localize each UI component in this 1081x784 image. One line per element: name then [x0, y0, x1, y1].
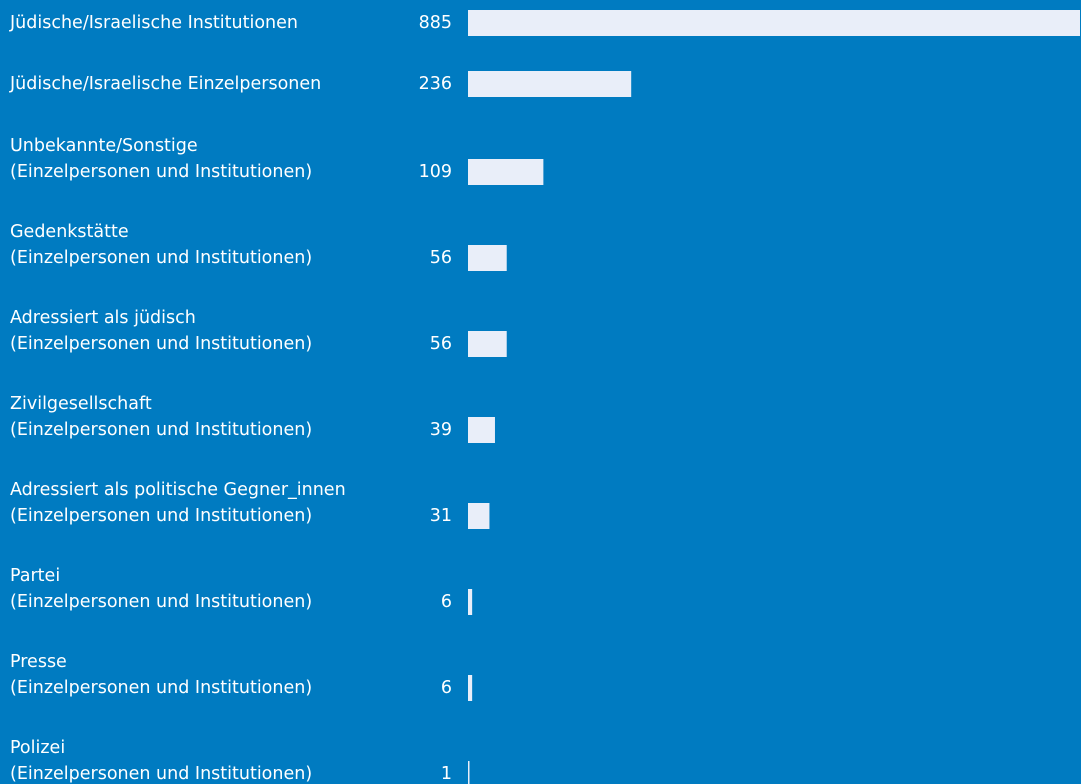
category-label: (Einzelpersonen und Institutionen) — [10, 764, 312, 784]
value-label: 885 — [419, 13, 452, 33]
value-label: 109 — [419, 162, 452, 182]
bar — [468, 675, 473, 701]
value-label: 6 — [441, 678, 452, 698]
category-label: (Einzelpersonen und Institutionen) — [10, 678, 312, 698]
category-label: Unbekannte/Sonstige — [10, 136, 198, 156]
bar — [468, 10, 1080, 36]
bar — [468, 761, 470, 784]
category-label: (Einzelpersonen und Institutionen) — [10, 506, 312, 526]
value-label: 1 — [441, 764, 452, 784]
category-label: Zivilgesellschaft — [10, 394, 152, 414]
category-label: (Einzelpersonen und Institutionen) — [10, 420, 312, 440]
category-label: (Einzelpersonen und Institutionen) — [10, 162, 312, 182]
category-label: Adressiert als jüdisch — [10, 308, 196, 328]
category-label: Jüdische/Israelische Einzelpersonen — [9, 74, 321, 94]
bar — [468, 245, 507, 271]
category-label: (Einzelpersonen und Institutionen) — [10, 248, 312, 268]
value-label: 6 — [441, 592, 452, 612]
value-label: 236 — [419, 74, 452, 94]
value-label: 39 — [430, 420, 452, 440]
category-label: Gedenkstätte — [10, 222, 129, 242]
bar — [468, 417, 495, 443]
value-label: 31 — [430, 506, 452, 526]
bar — [468, 589, 473, 615]
category-label: Jüdische/Israelische Institutionen — [9, 13, 298, 33]
value-label: 56 — [430, 248, 452, 268]
value-label: 56 — [430, 334, 452, 354]
category-label: Adressiert als politische Gegner_innen — [10, 480, 346, 500]
bar — [468, 159, 544, 185]
bar — [468, 331, 507, 357]
category-label: Partei — [10, 566, 60, 586]
category-label: (Einzelpersonen und Institutionen) — [10, 334, 312, 354]
bar — [468, 71, 632, 97]
bar — [468, 503, 490, 529]
category-label: Presse — [10, 652, 67, 672]
category-label: Polizei — [10, 738, 65, 758]
category-label: (Einzelpersonen und Institutionen) — [10, 592, 312, 612]
